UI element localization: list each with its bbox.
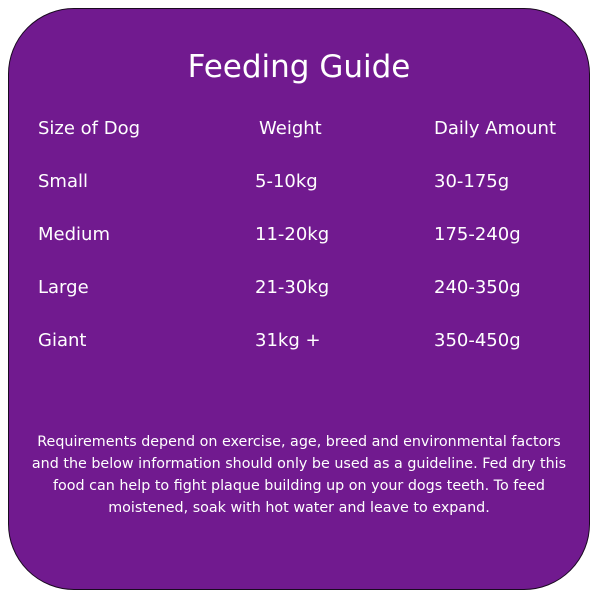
weight-cell: 31kg + bbox=[255, 330, 321, 351]
header-size: Size of Dog bbox=[38, 118, 141, 139]
page-title: Feeding Guide bbox=[187, 49, 411, 85]
size-cell: Medium bbox=[38, 224, 110, 245]
amount-cell: 30-175g bbox=[434, 171, 510, 192]
amount-cell: 350-450g bbox=[434, 330, 521, 351]
amount-cell: 240-350g bbox=[434, 277, 521, 298]
size-cell: Small bbox=[38, 171, 88, 192]
amount-cell: 175-240g bbox=[434, 224, 521, 245]
feeding-guide-card: Feeding Guide Size of Dog Weight Daily A… bbox=[8, 8, 590, 590]
size-cell: Large bbox=[38, 277, 89, 298]
header-weight: Weight bbox=[259, 118, 322, 139]
size-cell: Giant bbox=[38, 330, 87, 351]
weight-cell: 21-30kg bbox=[255, 277, 330, 298]
header-daily-amount: Daily Amount bbox=[434, 118, 557, 139]
weight-cell: 11-20kg bbox=[255, 224, 330, 245]
weight-cell: 5-10kg bbox=[255, 171, 318, 192]
feeding-note: Requirements depend on exercise, age, br… bbox=[31, 434, 567, 516]
